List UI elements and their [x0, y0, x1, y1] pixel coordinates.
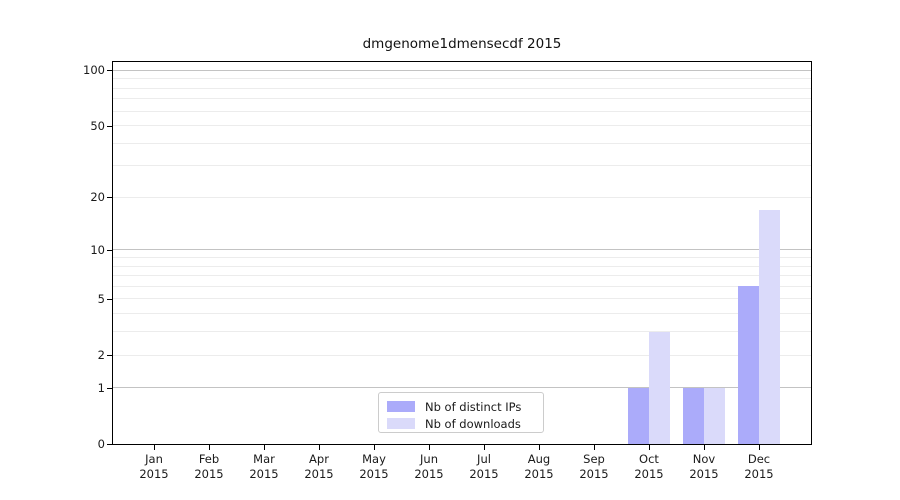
y-tick-label: 100	[83, 63, 105, 78]
y-gridline-minor	[113, 286, 811, 287]
legend-label-distinct-ips: Nb of distinct IPs	[425, 399, 522, 414]
x-tick-label: Jan 2015	[139, 452, 169, 481]
bar-downloads	[649, 331, 670, 444]
legend-entry-downloads: Nb of downloads	[387, 415, 543, 432]
y-gridline-minor	[113, 143, 811, 144]
x-tick-mark	[374, 445, 375, 450]
x-tick-mark	[759, 445, 760, 450]
y-gridline-minor	[113, 355, 811, 356]
y-gridline-minor	[113, 313, 811, 314]
chart-title: dmgenome1dmensecdf 2015	[362, 36, 562, 52]
y-tick-label: 10	[90, 242, 105, 257]
x-tick-mark	[154, 445, 155, 450]
x-tick-label: Jul 2015	[469, 452, 499, 481]
y-tick-label: 0	[97, 437, 105, 451]
bar-downloads	[759, 209, 780, 444]
y-tick-label: 1	[97, 380, 105, 395]
x-tick-mark	[594, 445, 595, 450]
y-gridline-minor	[113, 197, 811, 198]
bar-distinct-ips	[738, 286, 759, 444]
y-gridline-minor	[113, 298, 811, 299]
y-tick-label: 50	[90, 118, 105, 133]
y-tick-label: 20	[90, 190, 105, 205]
y-tick-mark	[107, 387, 112, 389]
x-tick-label: Mar 2015	[249, 452, 279, 481]
bar-downloads	[704, 387, 725, 444]
x-tick-mark	[539, 445, 540, 450]
x-tick-mark	[319, 445, 320, 450]
legend-label-downloads: Nb of downloads	[425, 416, 521, 431]
x-tick-label: Oct 2015	[634, 452, 664, 481]
y-gridline-minor	[113, 98, 811, 99]
legend: Nb of distinct IPs Nb of downloads	[378, 392, 544, 433]
y-tick-label: 5	[97, 291, 105, 306]
x-tick-label: Sep 2015	[579, 452, 609, 481]
bar-distinct-ips	[683, 387, 704, 444]
y-gridline-minor	[113, 275, 811, 276]
y-tick-mark	[107, 197, 112, 199]
x-tick-label: Apr 2015	[304, 452, 334, 481]
x-tick-label: Dec 2015	[744, 452, 774, 481]
y-gridline-major	[113, 387, 811, 388]
legend-swatch-distinct-ips	[387, 401, 415, 412]
x-tick-mark	[649, 445, 650, 450]
y-tick-mark	[107, 70, 112, 72]
y-gridline-minor	[113, 331, 811, 332]
y-gridline-minor	[113, 78, 811, 79]
legend-entry-distinct-ips: Nb of distinct IPs	[387, 398, 543, 415]
y-gridline-minor	[113, 125, 811, 126]
y-gridline-minor	[113, 266, 811, 267]
y-gridline-minor	[113, 257, 811, 258]
y-tick-mark	[107, 355, 112, 356]
y-tick-label: 2	[97, 348, 105, 362]
x-tick-mark	[704, 445, 705, 450]
y-gridline-major	[113, 249, 811, 250]
x-tick-mark	[209, 445, 210, 450]
x-tick-label: Nov 2015	[689, 452, 719, 481]
bar-distinct-ips	[628, 387, 649, 444]
legend-swatch-downloads	[387, 418, 415, 429]
x-tick-mark	[484, 445, 485, 450]
y-tick-mark	[107, 125, 112, 127]
plot-frame	[112, 61, 812, 445]
y-gridline-minor	[113, 165, 811, 166]
x-tick-label: May 2015	[359, 452, 389, 481]
y-tick-mark	[107, 249, 112, 251]
y-gridline-major	[113, 70, 811, 71]
y-tick-mark	[107, 444, 112, 445]
y-gridline-minor	[113, 88, 811, 89]
x-tick-mark	[264, 445, 265, 450]
x-tick-mark	[429, 445, 430, 450]
y-tick-mark	[107, 298, 112, 300]
x-tick-label: Feb 2015	[194, 452, 224, 481]
x-tick-label: Jun 2015	[414, 452, 444, 481]
y-gridline-minor	[113, 111, 811, 112]
x-tick-label: Aug 2015	[524, 452, 554, 481]
plot-area	[112, 61, 812, 444]
